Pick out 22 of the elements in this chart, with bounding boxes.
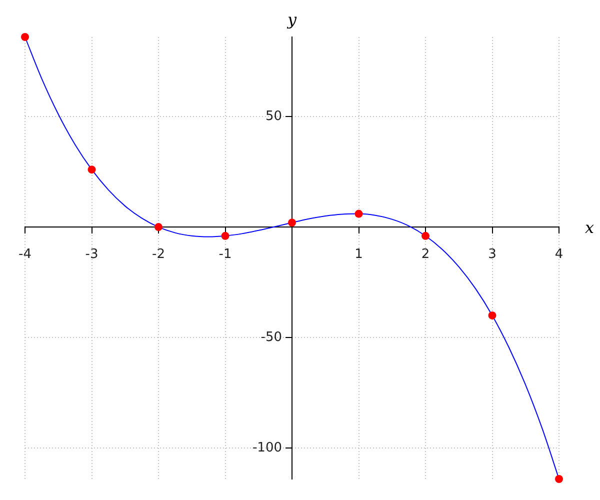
- point: [555, 475, 563, 483]
- y-axis-title: y: [286, 10, 298, 29]
- x-tick-label: -2: [152, 247, 165, 262]
- x-tick-label: 3: [488, 247, 496, 262]
- x-tick-label: -3: [85, 247, 98, 262]
- x-axis-title: x: [585, 218, 594, 238]
- point: [154, 223, 162, 232]
- x-tick-label: -4: [18, 247, 32, 262]
- x-tick-label: 1: [354, 247, 363, 262]
- point: [21, 33, 29, 41]
- point: [354, 210, 363, 218]
- point: [488, 311, 496, 320]
- x-tick-label: 2: [421, 247, 430, 262]
- point: [221, 232, 230, 240]
- point: [88, 166, 96, 174]
- x-tick-label: 4: [554, 247, 564, 262]
- point: [422, 232, 430, 240]
- x-tick-label: -1: [218, 247, 232, 262]
- y-tick-label: -50: [260, 330, 282, 345]
- y-tick-label: 50: [265, 108, 282, 124]
- point: [288, 218, 296, 227]
- y-tick-label: -100: [252, 440, 282, 456]
